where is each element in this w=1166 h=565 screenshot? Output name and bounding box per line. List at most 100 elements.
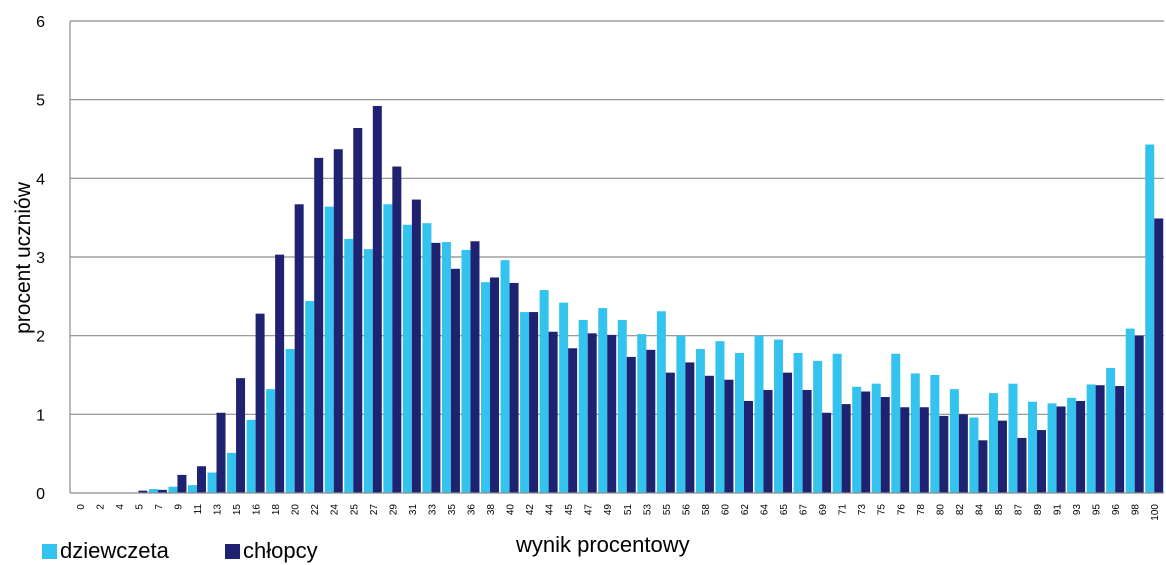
bar-dziewczeta-7 [148, 489, 158, 493]
x-tick-label: 71 [838, 504, 849, 516]
bar-dziewczeta-67 [793, 352, 803, 493]
bar-chlopcy-51 [626, 356, 636, 493]
bar-chlopcy-85 [997, 420, 1007, 493]
x-tick-label: 24 [330, 504, 341, 516]
x-tick-label: 42 [525, 504, 536, 516]
gridlines [70, 20, 1164, 415]
bar-chlopcy-76 [900, 407, 910, 493]
x-tick-label: 33 [427, 504, 438, 516]
bar-chlopcy-16 [255, 313, 265, 493]
bar-dziewczeta-73 [852, 386, 862, 493]
bar-dziewczeta-76 [891, 353, 901, 493]
x-tick-label: 65 [779, 504, 790, 516]
bar-chlopcy-40 [509, 282, 519, 493]
x-tick-label: 98 [1131, 504, 1142, 516]
x-axis-label: wynik procentowy [516, 532, 690, 557]
x-tick-label: 7 [154, 504, 165, 510]
legend-item-dziewczeta: dziewczeta [42, 538, 169, 564]
x-tick-label: 78 [916, 504, 927, 516]
x-tick-label: 96 [1111, 504, 1122, 516]
bar-chlopcy-78 [919, 407, 929, 493]
x-tick-label: 53 [642, 504, 653, 516]
bar-chlopcy-100 [1154, 218, 1164, 493]
bar-chlopcy-18 [275, 254, 285, 493]
bar-chlopcy-45 [568, 348, 578, 493]
x-tick-label: 20 [291, 504, 302, 516]
bar-chlopcy-31 [411, 199, 421, 493]
x-tick-label: 49 [603, 504, 614, 516]
bar-dziewczeta-96 [1106, 367, 1116, 493]
bar-dziewczeta-16 [246, 419, 256, 493]
x-tick-label: 82 [955, 504, 966, 516]
bar-dziewczeta-95 [1086, 384, 1096, 493]
x-tick-label: 15 [232, 504, 243, 516]
bar-dziewczeta-44 [539, 290, 549, 493]
bar-dziewczeta-31 [402, 224, 412, 493]
bar-chlopcy-25 [353, 127, 363, 493]
bar-dziewczeta-64 [754, 335, 764, 493]
x-tick-label: 25 [349, 504, 360, 516]
legend-item-chlopcy: chłopcy [225, 538, 318, 564]
bar-chlopcy-7 [157, 489, 167, 493]
x-tick-label: 73 [857, 504, 868, 516]
bar-chlopcy-29 [392, 166, 402, 494]
y-axis-label: procent uczniów [12, 181, 35, 334]
bar-dziewczeta-45 [559, 302, 569, 493]
x-tick-label: 2 [95, 504, 106, 510]
x-tick-label: 0 [76, 504, 87, 510]
x-tick-label: 95 [1092, 504, 1103, 516]
bar-dziewczeta-53 [637, 334, 647, 493]
bar-dziewczeta-85 [988, 393, 998, 493]
x-tick-labels: 0 2 4 5 7 9 11 13 15 16 18 20 22 24 25 27 29 31 33 35 36 38 40… [76, 504, 1161, 521]
bar-dziewczeta-93 [1067, 397, 1077, 493]
bar-chlopcy-62 [743, 400, 753, 493]
x-tick-label: 75 [877, 504, 888, 516]
bar-chlopcy-15 [236, 378, 246, 493]
bar-dziewczeta-84 [969, 417, 979, 493]
x-tick-label: 85 [994, 504, 1005, 516]
y-tick-label: 5 [36, 93, 45, 110]
x-tick-label: 11 [193, 504, 204, 515]
bar-dziewczeta-89 [1028, 401, 1038, 493]
bar-dziewczeta-13 [207, 472, 217, 493]
bar-dziewczeta-75 [871, 383, 881, 493]
legend-swatch-chlopcy [225, 543, 240, 559]
x-tick-label: 31 [408, 504, 419, 516]
bar-chlopcy-69 [822, 412, 832, 493]
bar-chlopcy-44 [548, 331, 558, 493]
bar-dziewczeta-51 [617, 319, 627, 493]
x-tick-label: 58 [701, 504, 712, 516]
x-tick-label: 69 [818, 504, 829, 516]
x-tick-label: 45 [564, 504, 575, 516]
bar-chlopcy-73 [861, 391, 871, 493]
x-tick-label: 100 [1150, 504, 1161, 521]
bar-chlopcy-60 [724, 379, 734, 493]
x-tick-label: 5 [134, 504, 145, 510]
bar-dziewczeta-47 [578, 319, 588, 493]
bar-chlopcy-38 [490, 277, 500, 493]
bar-chlopcy-91 [1056, 406, 1066, 493]
bar-chlopcy-58 [704, 375, 714, 493]
bar-chlopcy-82 [958, 414, 968, 493]
bar-chlopcy-24 [333, 149, 343, 493]
bar-chlopcy-36 [470, 241, 480, 493]
x-tick-label: 38 [486, 504, 497, 516]
bar-dziewczeta-62 [734, 352, 744, 493]
x-tick-label: 16 [252, 504, 263, 516]
x-tick-label: 62 [740, 504, 751, 516]
x-tick-label: 35 [447, 504, 458, 516]
y-tick-labels: 0 1 2 3 4 5 6 [36, 14, 45, 503]
y-tick-label: 4 [36, 171, 45, 188]
bar-chlopcy-71 [841, 404, 851, 493]
x-tick-label: 76 [896, 504, 907, 516]
x-tick-label: 13 [213, 504, 224, 516]
bar-dziewczeta-80 [930, 375, 940, 493]
x-tick-label: 91 [1053, 504, 1064, 516]
bar-chlopcy-64 [763, 389, 773, 493]
bar-dziewczeta-18 [266, 389, 276, 493]
bar-dziewczeta-42 [520, 312, 530, 493]
x-tick-label: 44 [545, 504, 556, 516]
bar-chlopcy-20 [294, 204, 304, 493]
x-tick-label: 36 [466, 504, 477, 516]
